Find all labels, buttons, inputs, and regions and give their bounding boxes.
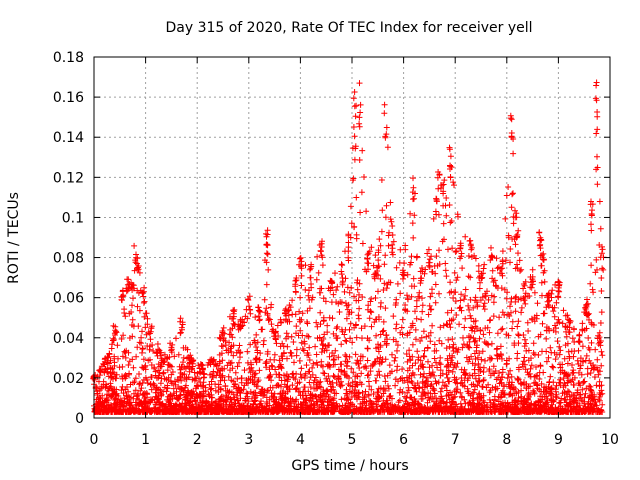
y-tick-label: 0.14: [53, 130, 84, 146]
x-tick-label: 2: [193, 432, 202, 448]
y-tick-label: 0.02: [53, 371, 84, 387]
roti-markers: [90, 79, 607, 415]
axis-ticks: [93, 56, 611, 419]
x-tick-labels: 0 1 2 3 4 5 6 7 8 9 10: [90, 432, 619, 448]
x-tick-label: 6: [399, 432, 408, 448]
y-tick-label: 0.1: [62, 210, 84, 226]
x-tick-label: 10: [601, 432, 619, 448]
x-tick-label: 4: [296, 432, 305, 448]
x-tick-label: 8: [502, 432, 511, 448]
x-tick-label: 0: [90, 432, 99, 448]
x-tick-label: 3: [244, 432, 253, 448]
y-tick-label: 0: [75, 411, 84, 427]
x-tick-label: 1: [141, 432, 150, 448]
chart-title: Day 315 of 2020, Rate Of TEC Index for r…: [165, 20, 532, 36]
y-tick-label: 0.12: [53, 170, 84, 186]
x-tick-label: 7: [451, 432, 460, 448]
grid-lines: [94, 57, 610, 418]
data-points: [90, 79, 607, 415]
y-tick-labels: 0 0.02 0.04 0.06 0.08 0.1 0.12 0.14 0.16 0.18: [53, 50, 84, 427]
y-tick-label: 0.08: [53, 251, 84, 267]
x-axis-label: GPS time / hours: [291, 458, 408, 474]
y-tick-label: 0.06: [53, 291, 84, 307]
y-tick-label: 0.16: [53, 90, 84, 106]
y-axis-label: ROTI / TECUs: [6, 192, 22, 284]
y-tick-label: 0.04: [53, 331, 84, 347]
y-tick-label: 0.18: [53, 50, 84, 66]
x-tick-label: 5: [348, 432, 357, 448]
x-tick-label: 9: [554, 432, 563, 448]
